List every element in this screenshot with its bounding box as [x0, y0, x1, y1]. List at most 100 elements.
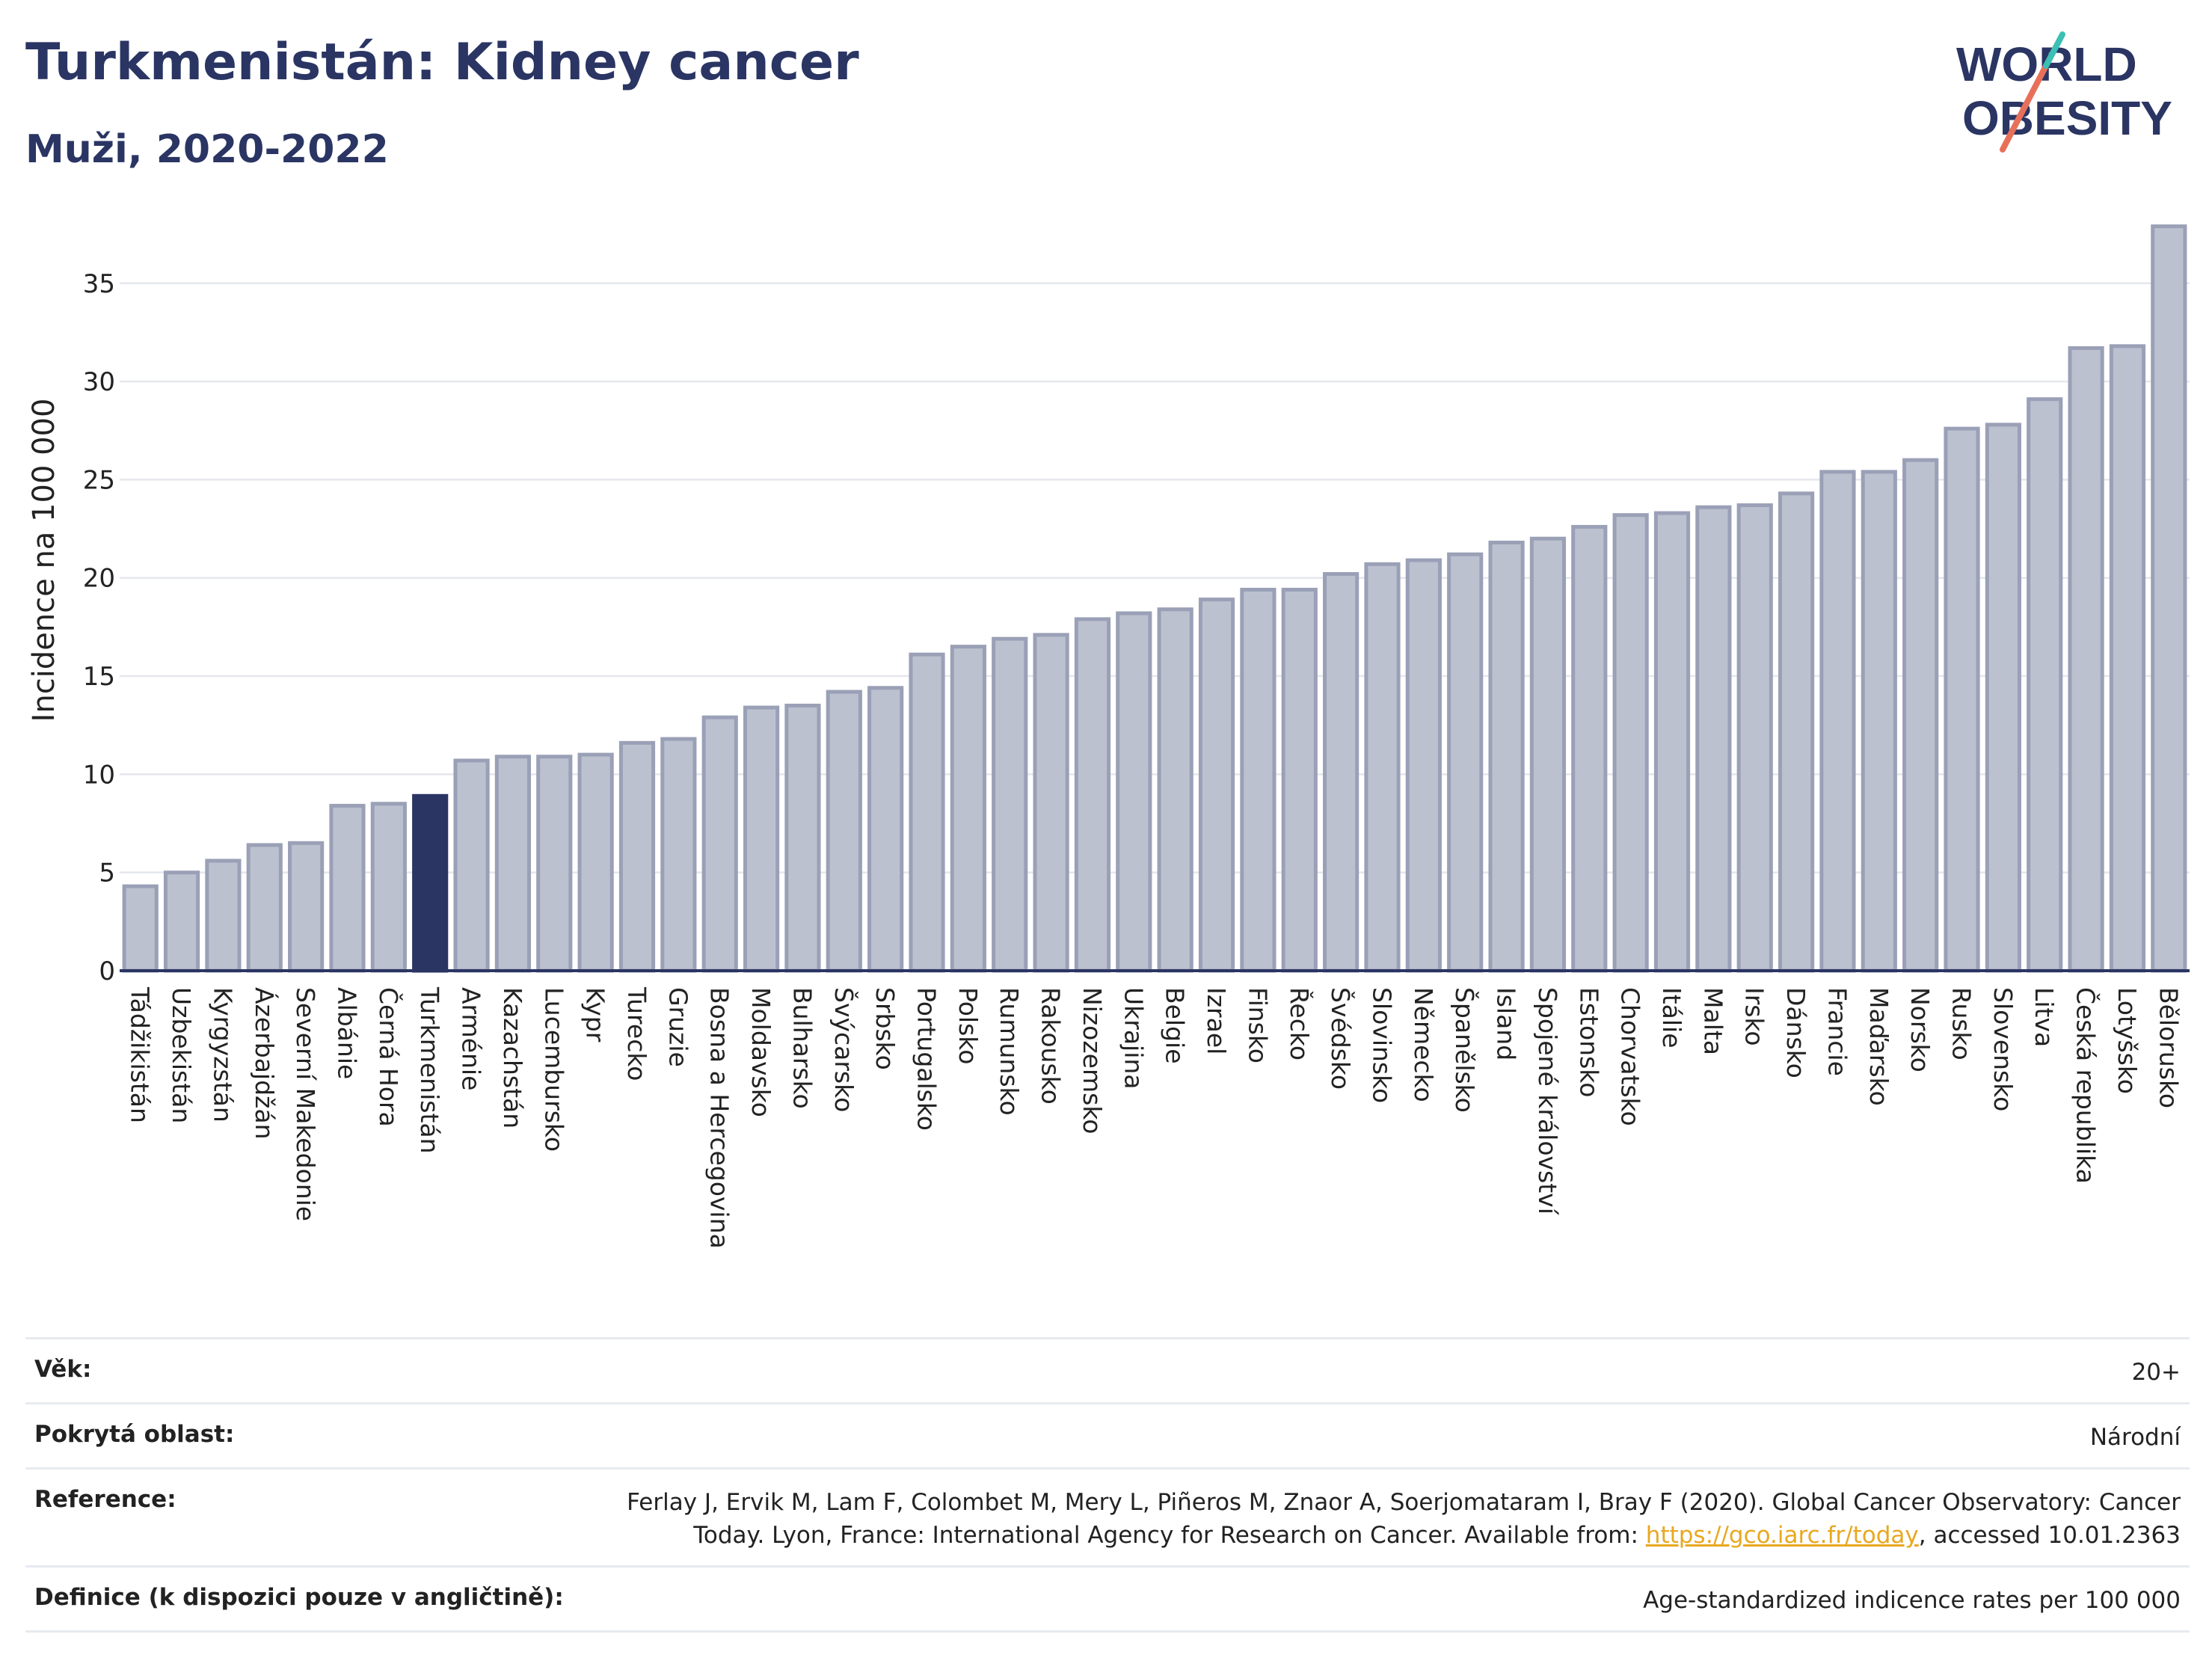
x-tick-label: Nizozemsko [1078, 987, 1107, 1134]
bar[interactable]: Lotyšsko: 31.8 [2109, 344, 2146, 973]
bar[interactable]: Norsko: 26 [1902, 458, 1939, 973]
x-tick-label: Černá Hora [374, 987, 404, 1127]
x-tick-label: Irsko [1740, 987, 1769, 1046]
bar[interactable]: Španělsko: 21.2 [1447, 552, 1484, 973]
x-tick-label: Gruzie [663, 987, 692, 1067]
bar[interactable]: Bulharsko: 13.5 [784, 703, 821, 973]
bar[interactable]: Rumunsko: 16.9 [992, 636, 1028, 973]
world-obesity-logo: WORLD OBESITY [1956, 31, 2172, 153]
y-axis-label: Incidence na 100 000 [27, 399, 61, 722]
bar[interactable]: Spojené království: 22 [1529, 536, 1567, 973]
bar[interactable]: Kazachstán: 10.9 [494, 755, 532, 973]
bar[interactable]: Bělorusko: 37.9 [2151, 224, 2187, 973]
x-tick-label: Rusko [1947, 987, 1976, 1060]
bar[interactable]: Francie: 25.4 [1819, 470, 1856, 973]
logo-line2: OBESITY [1962, 91, 2172, 145]
y-tick-label: 25 [83, 465, 115, 495]
bar[interactable]: Slovinsko: 20.7 [1364, 562, 1401, 973]
x-tick-label: Malta [1698, 987, 1727, 1055]
bar[interactable]: Rusko: 27.6 [1944, 426, 1980, 973]
bar[interactable]: Česká republika: 31.7 [2068, 346, 2104, 973]
bar[interactable]: Černá Hora: 8.5 [370, 802, 407, 973]
bar[interactable]: Portugalsko: 16.1 [909, 652, 945, 973]
bar[interactable]: Uzbekistán: 5 [163, 871, 200, 973]
bar[interactable]: Dánsko: 24.3 [1778, 491, 1815, 973]
bar[interactable]: Řecko: 19.4 [1281, 587, 1318, 973]
bar[interactable]: Moldavsko: 13.4 [743, 705, 780, 973]
bar[interactable]: Izrael: 18.9 [1198, 598, 1235, 973]
bar[interactable]: Srbsko: 14.4 [867, 686, 904, 973]
reference-label: Reference: [34, 1486, 176, 1513]
bar[interactable]: Slovensko: 27.8 [1985, 423, 2021, 973]
reference-link[interactable]: https://gco.iarc.fr/today [1645, 1522, 1919, 1549]
x-tick-label: Estonsko [1574, 987, 1603, 1097]
x-tick-label: Tádžikistán [126, 986, 155, 1123]
bar[interactable]: Nizozemsko: 17.9 [1074, 617, 1111, 973]
y-tick-label: 30 [83, 367, 115, 397]
bar[interactable]: Estonsko: 22.6 [1571, 524, 1608, 973]
age-label: Věk: [34, 1356, 92, 1383]
bar[interactable]: Irsko: 23.7 [1736, 503, 1773, 973]
info-row-age: Věk: 20+ [25, 1337, 2190, 1402]
bar[interactable]: Rakousko: 17.1 [1033, 633, 1069, 973]
x-tick-label: Arménie [457, 987, 486, 1090]
bar[interactable]: Chorvatsko: 23.2 [1612, 513, 1649, 973]
x-tick-label: Severní Makedonie [291, 987, 320, 1221]
bar[interactable]: Tádžikistán: 4.3 [122, 884, 159, 973]
bar[interactable]: Německo: 20.9 [1405, 558, 1442, 973]
y-tick-label: 15 [83, 662, 115, 692]
x-tick-label: Rumunsko [995, 987, 1024, 1116]
bar[interactable]: Gruzie: 11.8 [660, 737, 697, 973]
x-tick-label: Izrael [1202, 987, 1231, 1054]
bar-chart: Tádžikistán: 4.3Uzbekistán: 5Kyrgyzstán:… [27, 224, 2190, 1249]
area-label: Pokrytá oblast: [34, 1421, 235, 1448]
bar[interactable]: Švédsko: 20.2 [1323, 571, 1360, 973]
reference-text: Ferlay J, Ervik M, Lam F, Colombet M, Me… [627, 1489, 2181, 1549]
logo-slash-red [2000, 63, 2049, 153]
y-tick-label: 0 [99, 957, 115, 986]
logo-slash-teal [2043, 31, 2065, 69]
bar[interactable]: Litva: 29.1 [2027, 397, 2063, 973]
x-tick-label: Bosna a Hercegovina [705, 987, 734, 1249]
bar[interactable]: Malta: 23.6 [1695, 505, 1732, 973]
x-tick-label: Itálie [1657, 987, 1686, 1048]
bar[interactable]: Ukrajina: 18.2 [1116, 611, 1152, 973]
bar[interactable]: Maďarsko: 25.4 [1861, 470, 1897, 973]
chart-title: Turkmenistán: Kidney cancer [25, 33, 859, 92]
x-tick-label: Švýcarsko [829, 987, 859, 1112]
x-tick-label: Moldavsko [746, 987, 775, 1117]
x-tick-label: Slovensko [1988, 987, 2018, 1111]
x-tick-label: Lucembursko [539, 987, 568, 1152]
x-tick-label: Řecko [1285, 987, 1315, 1060]
x-tick-label: Španělsko [1450, 987, 1480, 1113]
bar[interactable]: Švýcarsko: 14.2 [826, 690, 862, 973]
x-tick-label: Kyrgyzstán [208, 987, 237, 1123]
bar[interactable]: Ázerbajdžán: 6.4 [246, 843, 283, 973]
bar[interactable]: Lucembursko: 10.9 [536, 755, 573, 973]
x-tick-label: Bulharsko [787, 987, 817, 1109]
bar[interactable]: Polsko: 16.5 [950, 645, 986, 973]
x-tick-label: Finsko [1243, 987, 1272, 1063]
bar[interactable]: Kyrgyzstán: 5.6 [205, 859, 242, 973]
bar[interactable]: Turkmenistán: 8.9 [412, 793, 449, 973]
x-tick-label: Slovinsko [1367, 987, 1396, 1103]
bar[interactable]: Finsko: 19.4 [1240, 587, 1276, 973]
bar[interactable]: Arménie: 10.7 [453, 758, 490, 973]
x-tick-label: Ukrajina [1119, 987, 1148, 1090]
bar[interactable]: Albánie: 8.4 [329, 803, 366, 973]
bar[interactable]: Island: 21.8 [1488, 540, 1525, 973]
chart-subtitle: Muži, 2020-2022 [25, 127, 389, 172]
x-tick-label: Kazachstán [498, 987, 527, 1129]
x-tick-label: Portugalsko [912, 987, 941, 1131]
bar[interactable]: Turecko: 11.6 [618, 740, 656, 973]
bar[interactable]: Kypr: 11 [577, 752, 614, 973]
definition-label: Definice (k dispozici pouze v angličtině… [34, 1584, 564, 1611]
bar[interactable]: Bosna a Hercegovina: 12.9 [701, 715, 738, 973]
area-value: Národní [2089, 1424, 2181, 1451]
bar[interactable]: Belgie: 18.4 [1157, 607, 1193, 973]
x-axis-ticks: Tádžikistán Uzbekistán Kyrgyzstán Ázerbajdž… [126, 986, 2184, 1249]
bar[interactable]: Itálie: 23.3 [1653, 511, 1691, 973]
bar[interactable]: Severní Makedonie: 6.5 [288, 841, 325, 973]
x-tick-label: Spojené království [1533, 987, 1562, 1216]
y-axis-ticks: 0 5 10 15 20 25 30 35 [83, 269, 115, 986]
